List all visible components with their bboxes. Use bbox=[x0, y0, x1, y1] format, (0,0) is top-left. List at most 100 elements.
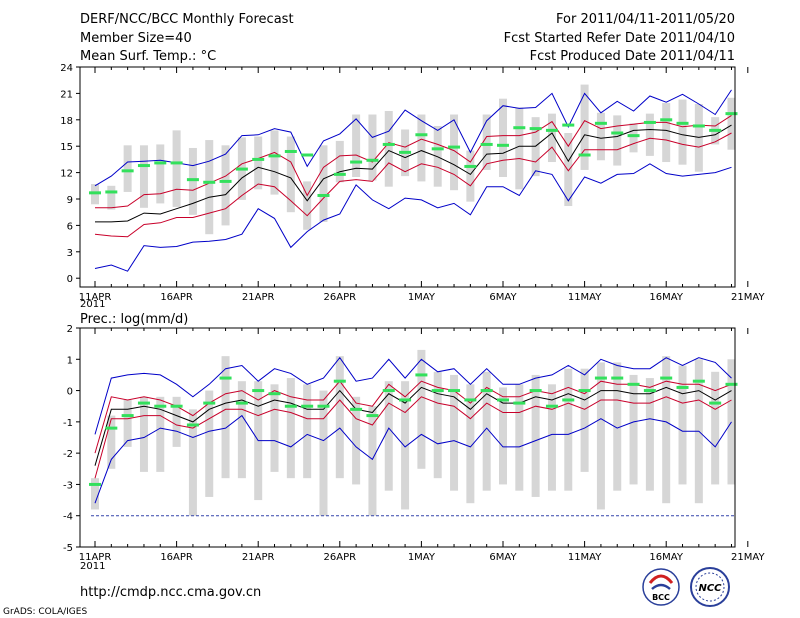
temp-x-tick-label: 11MAY bbox=[568, 292, 602, 303]
prec-x-tick-label: 21APR bbox=[242, 552, 275, 563]
prec-obs-marker bbox=[594, 376, 607, 380]
prec-obs-marker bbox=[431, 389, 444, 393]
temp-spread-box bbox=[352, 114, 361, 177]
temp-spread-box bbox=[580, 84, 589, 170]
temp-obs-marker bbox=[170, 161, 183, 165]
temp-spread-box bbox=[368, 114, 377, 181]
x-year-label-bottom: 2011 bbox=[80, 561, 105, 572]
prec-obs-marker bbox=[186, 423, 199, 427]
temp-spread-box bbox=[645, 113, 654, 156]
prec-y-tick-label: 0 bbox=[67, 387, 73, 398]
prec-spread-box bbox=[286, 378, 295, 479]
prec-spread-box bbox=[482, 371, 491, 491]
prec-series-plus-std bbox=[94, 380, 732, 454]
prec-spread-box bbox=[678, 365, 687, 485]
temp-spread-box bbox=[417, 114, 426, 182]
temp-obs-marker bbox=[137, 164, 150, 168]
prec-obs-marker bbox=[301, 404, 314, 408]
temp-spread-box bbox=[221, 145, 230, 226]
prec-spread-box bbox=[417, 349, 426, 469]
temp-spread-box bbox=[727, 97, 736, 150]
temp-obs-marker bbox=[611, 131, 624, 135]
temp-obs-marker bbox=[513, 126, 526, 130]
temp-spread-box bbox=[678, 99, 687, 165]
temp-spread-box bbox=[107, 185, 116, 210]
temp-obs-marker bbox=[284, 149, 297, 153]
grads-credit: GrADS: COLA/IGES bbox=[3, 607, 87, 617]
temp-spread-box bbox=[613, 115, 622, 166]
temp-x-tick-label: 26APR bbox=[324, 292, 357, 303]
bcc-logo: BCC bbox=[642, 568, 680, 606]
prec-spread-box bbox=[221, 356, 230, 479]
prec-spread-box bbox=[499, 387, 507, 485]
temp-spread-box bbox=[499, 98, 507, 177]
prec-obs-marker bbox=[219, 376, 232, 380]
temp-series-plus-std bbox=[95, 114, 732, 209]
fcst-produced-date: Fcst Produced Date 2011/04/11 bbox=[530, 49, 735, 64]
prec-obs-marker bbox=[692, 379, 705, 383]
forecast-period: For 2011/04/11-2011/05/20 bbox=[556, 12, 735, 27]
source-url[interactable]: http://cmdp.ncc.cma.gov.cn bbox=[80, 585, 261, 600]
prec-x-tick-label: 1MAY bbox=[408, 552, 436, 563]
fcst-started-date: Fcst Started Refer Date 2011/04/10 bbox=[504, 31, 735, 46]
temp-spread-box bbox=[466, 150, 475, 202]
precip-panel-title: Prec.: log(mm/d) bbox=[80, 312, 188, 327]
prec-obs-marker bbox=[121, 414, 134, 418]
temp-spread-box bbox=[384, 111, 393, 187]
temp-spread-box bbox=[156, 144, 165, 204]
prec-y-tick-label: 1 bbox=[67, 355, 73, 366]
temp-obs-marker bbox=[627, 134, 640, 138]
prec-obs-marker bbox=[268, 392, 281, 396]
temp-spread-box bbox=[254, 136, 263, 190]
prec-obs-marker bbox=[137, 401, 150, 405]
prec-obs-marker bbox=[497, 398, 509, 402]
prec-spread-box bbox=[547, 384, 556, 491]
temp-y-tick-label: 0 bbox=[67, 274, 73, 285]
temp-obs-marker bbox=[301, 153, 314, 157]
temp-obs-marker bbox=[692, 124, 705, 128]
prec-spread-box bbox=[139, 396, 148, 472]
temp-obs-marker bbox=[252, 157, 265, 161]
prec-obs-marker bbox=[480, 389, 493, 393]
temp-obs-marker bbox=[448, 145, 461, 149]
prec-obs-marker bbox=[709, 401, 722, 405]
temp-obs-marker bbox=[480, 142, 493, 146]
prec-series-mean bbox=[94, 386, 732, 466]
temp-y-tick-label: 21 bbox=[60, 89, 73, 100]
temp-spread-box bbox=[319, 145, 328, 222]
temp-spread-box bbox=[596, 112, 605, 161]
prec-spread-box bbox=[368, 406, 377, 516]
prec-obs-marker bbox=[284, 404, 297, 408]
x-year-label-top: 2011 bbox=[80, 299, 105, 310]
temp-x-tick-label: 1MAY bbox=[408, 292, 436, 303]
temp-y-tick-label: 18 bbox=[60, 116, 73, 127]
temp-spread-box bbox=[270, 130, 279, 195]
prec-obs-marker bbox=[203, 401, 216, 405]
temp-obs-marker bbox=[235, 167, 248, 171]
prec-spread-box bbox=[466, 384, 475, 504]
temp-x-tick-label: 16APR bbox=[160, 292, 193, 303]
temp-obs-marker bbox=[594, 121, 607, 125]
prec-obs-marker bbox=[399, 398, 412, 402]
ncc-logo-text: NCC bbox=[698, 583, 722, 594]
temp-y-tick-label: 6 bbox=[67, 221, 73, 232]
temp-obs-marker bbox=[545, 128, 558, 132]
temp-x-tick-label: 11APR bbox=[79, 292, 112, 303]
prec-spread-box bbox=[727, 359, 736, 485]
prec-x-tick-label: 16APR bbox=[160, 552, 193, 563]
temp-obs-marker bbox=[186, 178, 199, 182]
temp-obs-marker bbox=[415, 133, 428, 137]
temp-series-min bbox=[94, 163, 732, 272]
prec-spread-box bbox=[450, 374, 459, 491]
prec-spread-box bbox=[123, 399, 132, 447]
prec-spread-box bbox=[613, 362, 622, 491]
figure-title: DERF/NCC/BCC Monthly Forecast bbox=[80, 12, 294, 27]
temp-obs-marker bbox=[660, 118, 673, 122]
temp-obs-marker bbox=[497, 143, 509, 147]
prec-obs-marker bbox=[415, 373, 428, 377]
prec-obs-marker bbox=[545, 404, 558, 408]
temp-obs-marker bbox=[431, 147, 444, 151]
prec-obs-marker bbox=[448, 389, 461, 393]
prec-obs-marker bbox=[464, 398, 477, 402]
